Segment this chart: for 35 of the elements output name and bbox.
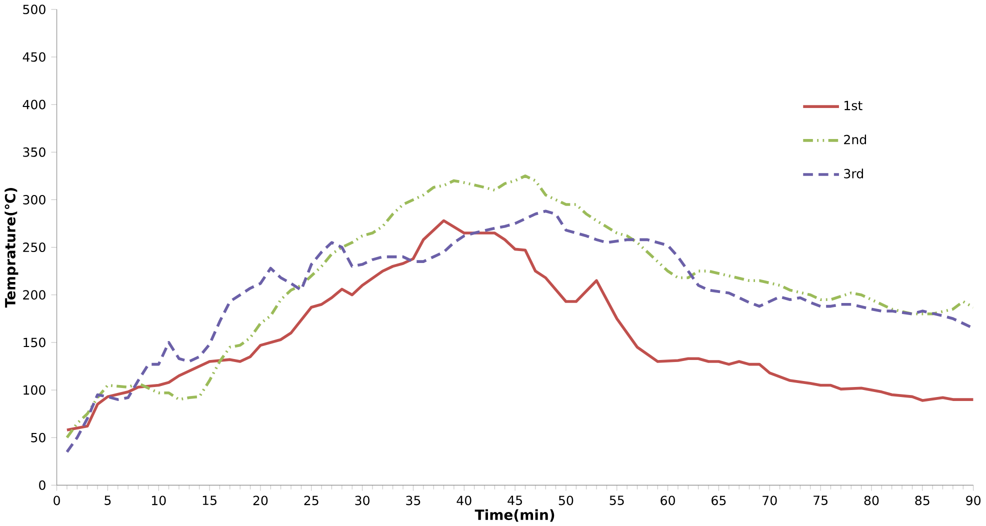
x-tick-label: 30 — [355, 496, 370, 506]
x-tick-label: 70 — [762, 496, 777, 506]
y-tick-label: 450 — [22, 52, 46, 62]
legend-label: 2nd — [844, 134, 866, 144]
x-tick-label: 80 — [864, 496, 879, 506]
y-tick-label: 50 — [31, 432, 46, 442]
y-tick-label: 350 — [23, 147, 46, 157]
x-tick-label: 55 — [610, 496, 624, 505]
x-tick-label: 25 — [304, 496, 318, 506]
y-tick-label: 200 — [23, 290, 46, 300]
x-tick-label: 45 — [508, 496, 522, 505]
x-tick-label: 75 — [814, 496, 828, 505]
y-tick-label: 100 — [24, 385, 46, 395]
x-tick-label: 5 — [104, 496, 111, 505]
x-tick-label: 20 — [253, 496, 268, 506]
x-tick-label: 40 — [456, 496, 472, 506]
x-tick-label: 35 — [406, 496, 420, 506]
y-tick-label: 500 — [23, 4, 46, 14]
y-tick-label: 0 — [39, 480, 46, 490]
x-tick-label: 90 — [966, 496, 980, 506]
y-axis-title: Temprature(℃) — [4, 188, 18, 308]
x-tick-label: 60 — [660, 496, 675, 506]
legend-label: 3rd — [844, 168, 863, 178]
legend-label: 1st — [844, 100, 862, 110]
x-tick-label: 0 — [54, 496, 60, 506]
y-tick-label: 300 — [23, 194, 46, 204]
x-axis-title: Time(min) — [474, 509, 554, 522]
y-tick-label: 150 — [24, 337, 46, 348]
y-tick-label: 250 — [23, 242, 46, 252]
x-tick-label: 85 — [915, 496, 930, 506]
y-tick-label: 400 — [22, 100, 46, 110]
x-tick-label: 50 — [558, 496, 574, 506]
x-tick-label: 15 — [202, 496, 216, 505]
x-tick-label: 65 — [712, 496, 726, 506]
x-tick-label: 10 — [152, 496, 166, 506]
